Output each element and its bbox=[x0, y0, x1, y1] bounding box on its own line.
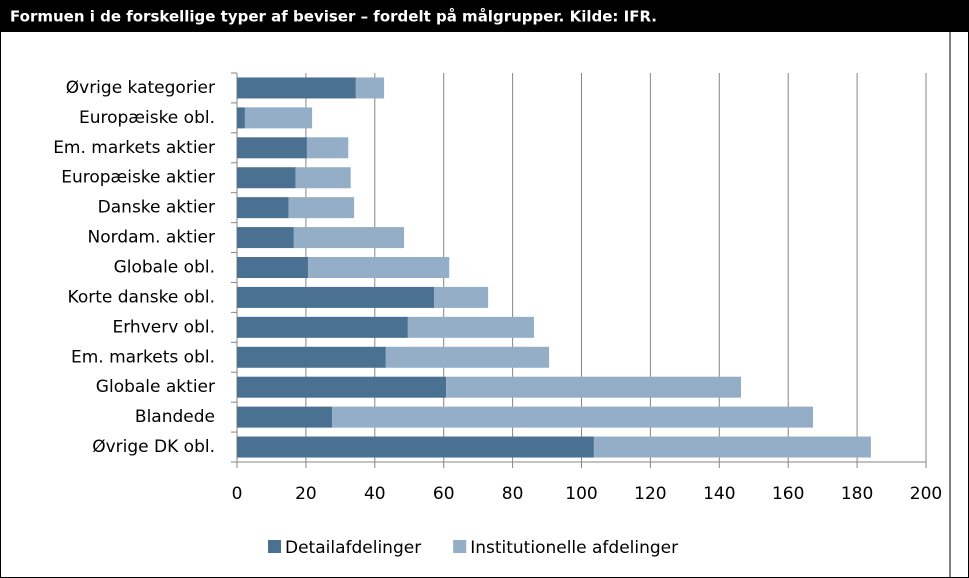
y-tick-label: Em. markets obl. bbox=[71, 347, 215, 367]
y-tick-label: Europæiske obl. bbox=[79, 108, 215, 128]
x-tick-label: 180 bbox=[841, 484, 873, 504]
y-tick-label: Europæiske aktier bbox=[61, 168, 215, 188]
legend-label: Detailafdelinger bbox=[285, 538, 421, 558]
y-tick-label: Blandede bbox=[135, 407, 215, 427]
legend-swatch bbox=[453, 540, 467, 553]
x-tick-label: 40 bbox=[364, 484, 386, 504]
bar-segment bbox=[446, 376, 742, 398]
bar-segment bbox=[434, 286, 489, 308]
bar-segment bbox=[244, 107, 313, 129]
x-tick-label: 200 bbox=[910, 484, 942, 504]
bar-segment bbox=[237, 316, 408, 338]
x-tick-label: 100 bbox=[565, 484, 597, 504]
x-tick-label: 20 bbox=[295, 484, 317, 504]
legend-label: Institutionelle afdelinger bbox=[470, 538, 678, 558]
bar-segment bbox=[385, 346, 550, 368]
bar-segment bbox=[293, 227, 405, 249]
title-bar bbox=[0, 0, 969, 32]
bar-segment bbox=[237, 77, 356, 99]
legend-swatch bbox=[268, 540, 281, 553]
bar-segment bbox=[288, 197, 355, 219]
chart-title: Formuen i de forskellige typer af bevise… bbox=[10, 8, 657, 26]
bar-segment bbox=[407, 316, 534, 338]
x-tick-label: 140 bbox=[703, 484, 735, 504]
y-tick-label: Øvrige kategorier bbox=[66, 78, 215, 98]
bar-segment bbox=[307, 257, 450, 278]
bar-segment bbox=[237, 227, 294, 249]
y-tick-label: Danske aktier bbox=[98, 198, 215, 218]
bar-segment bbox=[295, 167, 351, 189]
bar-segment bbox=[237, 107, 245, 129]
bar-segment bbox=[237, 257, 308, 278]
y-tick-label: Erhverv obl. bbox=[113, 317, 216, 337]
x-tick-label: 0 bbox=[232, 484, 243, 504]
bar-segment bbox=[332, 406, 814, 428]
y-tick-label: Øvrige DK obl. bbox=[92, 437, 215, 457]
bar-segment bbox=[237, 167, 296, 189]
bar-segment bbox=[237, 406, 333, 428]
bar-segment bbox=[237, 197, 289, 219]
x-tick-label: 120 bbox=[634, 484, 666, 504]
x-tick-label: 80 bbox=[502, 484, 524, 504]
y-tick-label: Korte danske obl. bbox=[68, 287, 215, 307]
bar-segment bbox=[237, 137, 307, 159]
bar-segment bbox=[306, 137, 349, 159]
y-tick-label: Globale obl. bbox=[114, 258, 215, 278]
bar-segment bbox=[237, 286, 435, 308]
x-tick-label: 160 bbox=[772, 484, 804, 504]
bar-segment bbox=[237, 436, 594, 458]
y-tick-label: Nordam. aktier bbox=[88, 228, 215, 248]
bar-segment bbox=[237, 376, 447, 398]
x-tick-label: 60 bbox=[433, 484, 455, 504]
y-tick-label: Globale aktier bbox=[96, 377, 215, 397]
bar-segment bbox=[593, 436, 871, 458]
bar-segment bbox=[237, 346, 386, 368]
bar-segment bbox=[355, 77, 385, 99]
y-tick-label: Em. markets aktier bbox=[53, 138, 215, 158]
